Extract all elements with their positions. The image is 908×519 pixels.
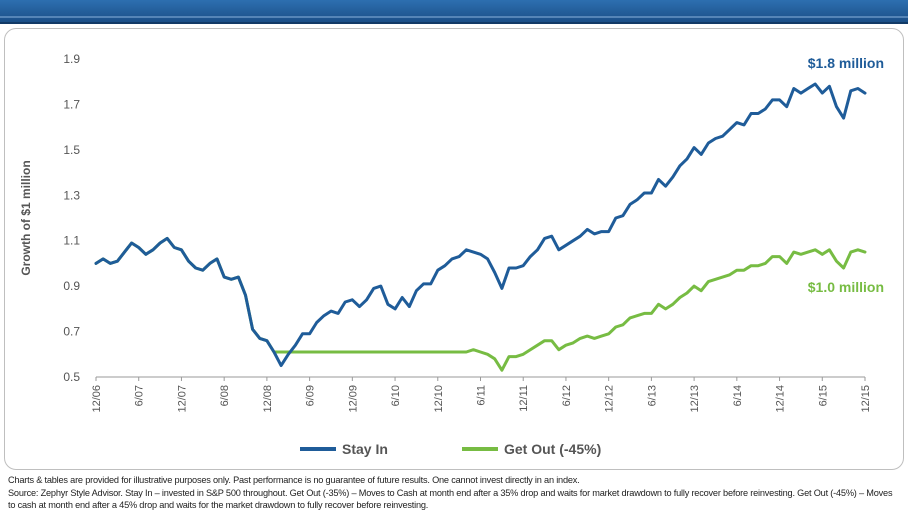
x-tick-label: 12/10 [433,385,445,413]
line-chart: 1.9 1.7 1.5 1.3 1.1 0.9 0.7 0.5 12/06 6/07 12/07 6/… [19,52,884,457]
header-bar [0,0,908,24]
y-tick-label: 1.3 [63,188,80,202]
x-tick-label: 6/09 [305,385,317,406]
y-tick-label: 1.7 [63,97,80,111]
y-tick-label: 0.5 [63,370,80,384]
x-tick-label: 6/10 [390,385,402,406]
series-layer [94,82,867,372]
x-tick-label: 12/14 [775,385,787,413]
series-line-get-out [94,236,867,372]
disclaimer-line-2: Source: Zephyr Style Advisor. Stay In – … [8,487,893,511]
legend-label-get-out: Get Out (-45%) [504,441,601,457]
x-tick-label: 12/15 [860,385,872,413]
x-tick-label: 12/06 [91,385,103,413]
y-tick-label: 1.5 [63,143,80,157]
legend-label-stay-in: Stay In [342,441,388,457]
y-axis-label: Growth of $1 million [19,160,33,275]
annotation-stay-in-value: $1.8 million [808,55,884,71]
disclaimer: Charts & tables are provided for illustr… [8,474,900,512]
series-line-stay-in [94,82,867,368]
x-tick-label: 12/07 [176,385,188,413]
x-tick-label: 12/12 [604,385,616,413]
x-tick-label: 6/11 [476,385,488,406]
annotation-get-out-value: $1.0 million [808,279,884,295]
axes: 1.9 1.7 1.5 1.3 1.1 0.9 0.7 0.5 12/06 6/07 12/07 6/… [19,52,872,413]
x-tick-label: 6/14 [732,385,744,406]
x-tick-label: 12/11 [518,385,530,412]
labels-layer: $1.8 million $1.0 million Stay In Get Out (… [300,55,884,457]
x-tick-label: 6/07 [134,385,146,406]
x-tick-label: 6/15 [817,385,829,406]
x-tick-label: 12/13 [689,385,701,413]
y-tick-label: 0.9 [63,279,80,293]
y-tick-label: 1.1 [63,234,80,248]
y-tick-label: 0.7 [63,325,80,339]
x-tick-label: 12/09 [347,385,359,413]
disclaimer-line-1: Charts & tables are provided for illustr… [8,475,580,485]
x-tick-label: 6/13 [646,385,658,406]
x-tick-label: 12/08 [262,385,274,413]
x-tick-label: 6/12 [561,385,573,406]
y-tick-label: 1.9 [63,52,80,66]
x-tick-label: 6/08 [219,385,231,406]
